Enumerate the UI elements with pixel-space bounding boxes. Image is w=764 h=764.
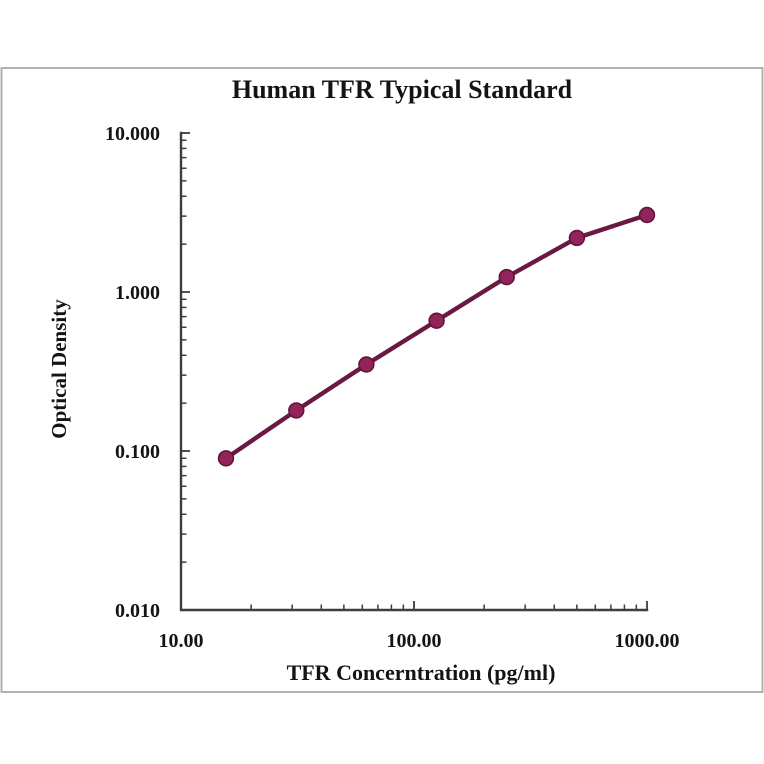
series-standard-curve xyxy=(217,206,656,467)
y-tick-label: 0.100 xyxy=(115,441,160,463)
x-tick-label: 10.00 xyxy=(159,630,204,652)
y-tick-label: 10.000 xyxy=(105,123,160,145)
x-tick-label: 100.00 xyxy=(387,630,442,652)
image-border-frame xyxy=(0,67,764,693)
data-point xyxy=(568,229,586,247)
data-point xyxy=(428,312,445,329)
data-point xyxy=(638,206,656,224)
data-point xyxy=(217,450,235,467)
axis-tick-labels: 10.00 100.00 1000.00 10.000 1.000 0.100 0.010 xyxy=(105,123,680,652)
chart-title: Human TFR Typical Standard xyxy=(232,75,573,104)
y-tick-label: 0.010 xyxy=(115,600,160,622)
x-axis-title: TFR Concerntration (pg/ml) xyxy=(287,660,556,685)
axis-ticks xyxy=(180,132,648,611)
data-point xyxy=(498,268,515,286)
data-point xyxy=(288,402,305,419)
x-tick-label: 1000.00 xyxy=(615,630,680,652)
data-point xyxy=(358,356,375,373)
y-tick-label: 1.000 xyxy=(115,282,160,304)
y-axis-title: Optical Density xyxy=(47,299,71,439)
